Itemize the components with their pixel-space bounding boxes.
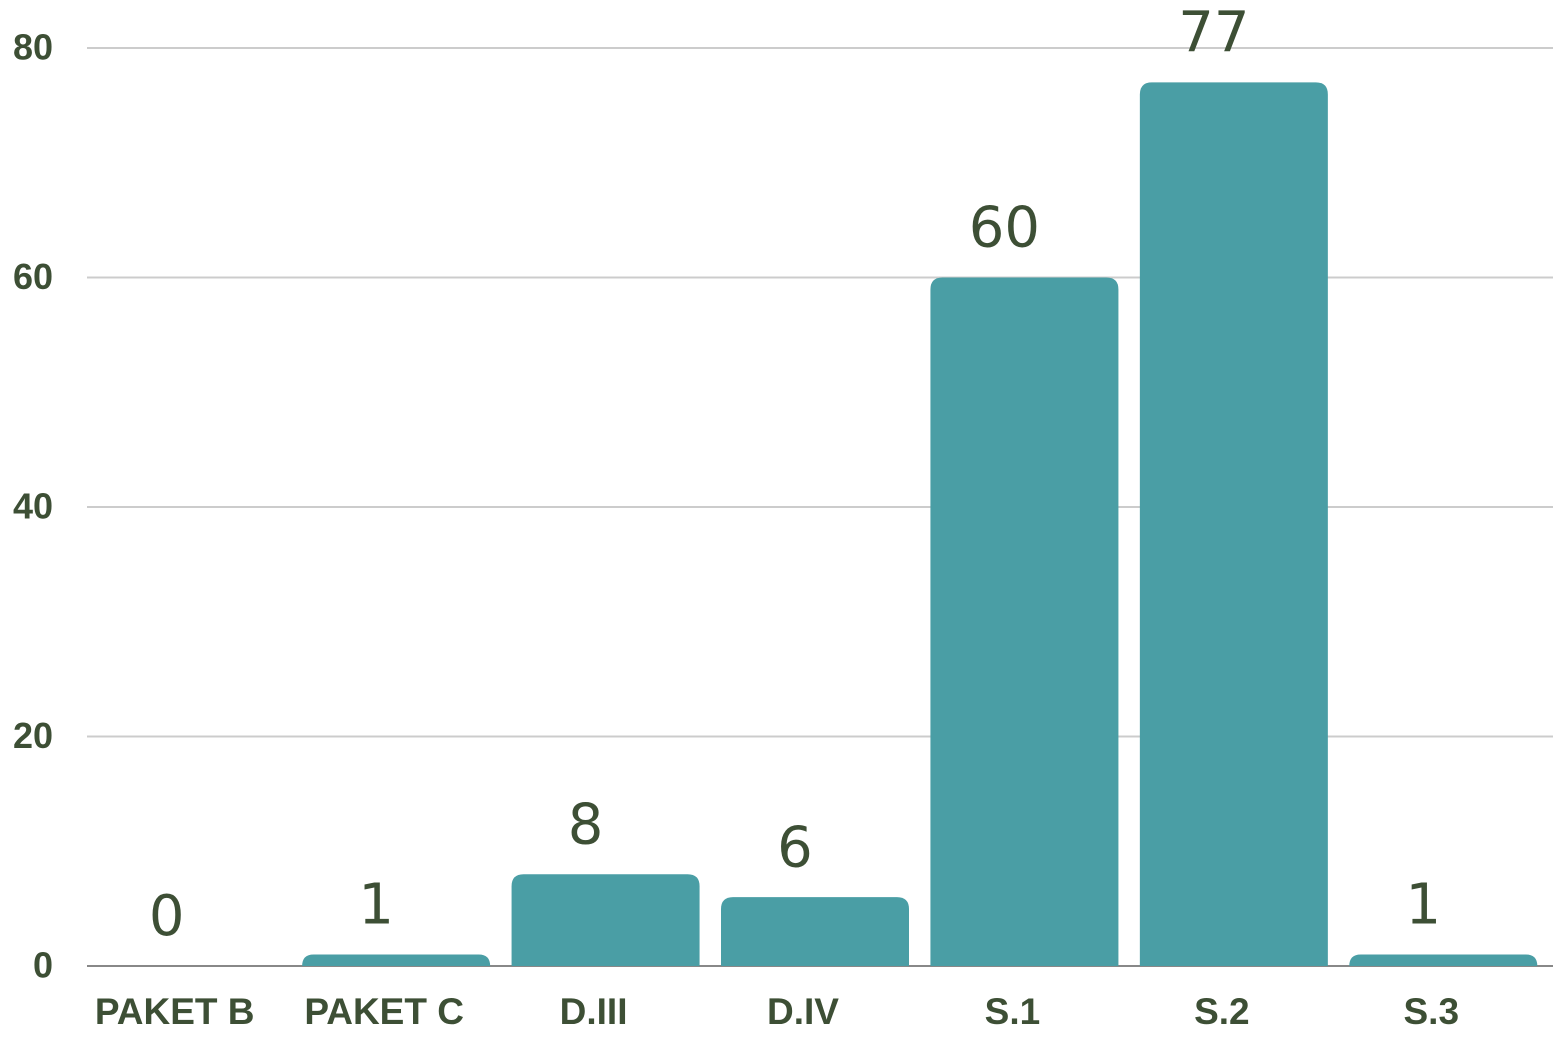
x-tick-label: PAKET B — [95, 991, 255, 1032]
y-tick-label: 20 — [13, 715, 53, 756]
value-label: 6 — [777, 815, 813, 880]
value-label: 1 — [358, 873, 394, 938]
x-tick-label: S.1 — [985, 991, 1041, 1032]
y-tick-label: 60 — [13, 256, 53, 297]
value-label: 60 — [969, 196, 1040, 261]
value-label: 1 — [1405, 873, 1441, 938]
bar — [721, 897, 909, 966]
y-tick-label: 40 — [13, 486, 53, 527]
bar — [930, 277, 1119, 966]
y-tick-label: 0 — [33, 945, 53, 986]
bar — [1349, 954, 1538, 966]
x-tick-label: D.III — [560, 991, 628, 1032]
x-tick-label: PAKET C — [304, 991, 464, 1032]
value-label: 8 — [568, 792, 604, 857]
x-tick-label: D.IV — [767, 991, 839, 1032]
value-label: 77 — [1178, 1, 1249, 66]
y-tick-label: 80 — [13, 27, 53, 68]
x-tick-label: S.3 — [1404, 991, 1460, 1032]
bar — [1139, 82, 1328, 967]
bar — [511, 874, 700, 966]
x-tick-label: S.2 — [1194, 991, 1250, 1032]
bar — [302, 954, 491, 966]
value-label: 0 — [149, 884, 185, 949]
